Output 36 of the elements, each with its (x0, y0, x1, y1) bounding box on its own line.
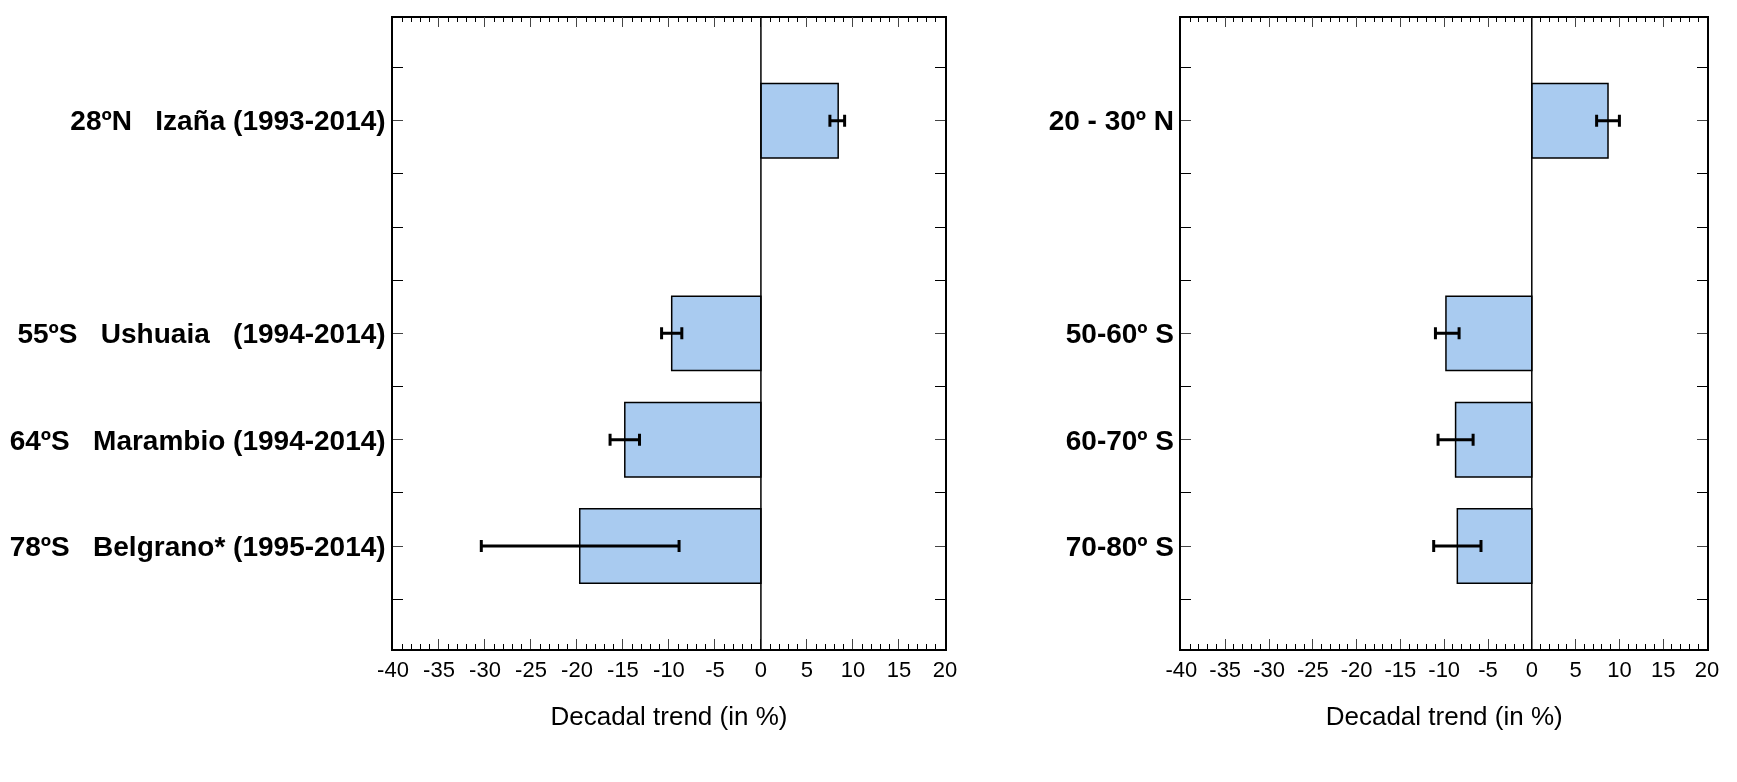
x-tick-label: -25 (515, 657, 547, 683)
y-tick-label: 70-80º S (1065, 530, 1175, 562)
x-tick-label: -20 (1340, 657, 1373, 683)
x-tick-label: 10 (840, 657, 866, 683)
x-tick-label: -25 (1296, 657, 1329, 683)
x-tick-label: 15 (1650, 657, 1676, 683)
x-tick-label: 20 (932, 657, 958, 683)
x-tick-label: -10 (653, 657, 685, 683)
x-tick-label: 5 (1569, 657, 1582, 683)
x-tick-label: 0 (754, 657, 768, 683)
x-tick-label: 20 (1694, 657, 1720, 683)
x-tick-label: -15 (1384, 657, 1417, 683)
x-axis-title: Decadal trend (in %) (550, 700, 788, 731)
y-tick-label: 55ºS Ushuaia (1994-2014) (17, 318, 386, 350)
x-tick-label: -15 (607, 657, 639, 683)
x-tick-label: -35 (1209, 657, 1242, 683)
x-tick-label: -35 (423, 657, 455, 683)
x-tick-label: -40 (377, 657, 409, 683)
x-tick-label: 15 (886, 657, 912, 683)
x-axis-title: Decadal trend (in %) (1325, 700, 1563, 731)
x-tick-label: -30 (469, 657, 501, 683)
x-tick-label: -10 (1428, 657, 1461, 683)
x-tick-label: 10 (1607, 657, 1632, 683)
x-tick-label: -40 (1165, 657, 1198, 683)
x-tick-label: -30 (1253, 657, 1285, 683)
y-tick-label: 50-60º S (1065, 318, 1175, 350)
x-tick-label: -20 (561, 657, 593, 683)
x-tick-label: 0 (1525, 657, 1538, 683)
y-tick-label: 20 - 30º N (1048, 105, 1175, 137)
x-tick-label: 5 (800, 657, 814, 683)
y-tick-label: 78ºS Belgrano* (1995-2014) (9, 530, 386, 562)
x-tick-label: -5 (705, 657, 725, 683)
y-tick-label: 28ºN Izaña (1993-2014) (70, 105, 386, 137)
x-tick-label: -5 (1478, 657, 1498, 683)
y-tick-label: 64ºS Marambio (1994-2014) (9, 424, 386, 456)
y-tick-label: 60-70º S (1065, 424, 1175, 456)
